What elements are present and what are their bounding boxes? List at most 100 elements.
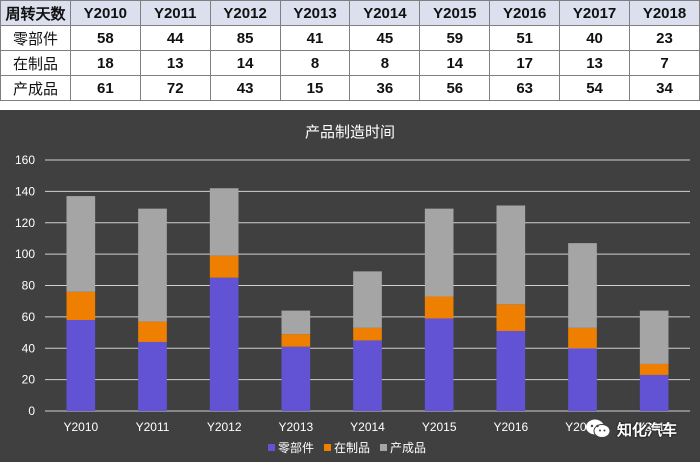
y-tick-label: 140 xyxy=(15,184,35,198)
bar-产成品-Y2010 xyxy=(66,196,96,292)
table-cell: 41 xyxy=(279,25,351,51)
bar-在制品-Y2017 xyxy=(568,327,597,349)
table-row: 在制品 18 13 14 8 8 14 17 13 7 xyxy=(0,50,700,76)
legend-label: 零部件 xyxy=(278,440,314,455)
table-header-row: 周转天数 Y2010 Y2011 Y2012 Y2013 Y2014 Y2015… xyxy=(0,0,700,26)
table-cell: 72 xyxy=(139,75,211,101)
table-row: 产成品 61 72 43 15 36 56 63 54 34 xyxy=(0,75,700,101)
bar-零部件-Y2010 xyxy=(66,320,96,411)
table-header-cell: 周转天数 xyxy=(0,0,71,26)
table-cell: 18 xyxy=(69,50,141,76)
table-cell: 45 xyxy=(349,25,421,51)
table-cell: 56 xyxy=(419,75,491,101)
table-cell: 61 xyxy=(69,75,141,101)
stacked-bar-chart: 产品制造时间 0 20 40 60 80 100 120 140 160 Y2010 Y2011 Y… xyxy=(15,124,690,455)
bar-在制品-Y2018 xyxy=(639,363,669,375)
bar-在制品-Y2015 xyxy=(424,296,454,319)
y-tick-label: 40 xyxy=(22,341,36,355)
x-tick-label: Y2015 xyxy=(422,420,457,434)
x-tick-label: Y2010 xyxy=(63,420,98,434)
table-cell: 14 xyxy=(209,50,281,76)
bar-在制品-Y2010 xyxy=(66,291,96,321)
table-header-cell: Y2016 xyxy=(489,0,561,26)
bar-产成品-Y2014 xyxy=(353,271,382,328)
bar-在制品-Y2011 xyxy=(138,321,167,342)
bar-零部件-Y2017 xyxy=(568,348,597,411)
chart-title: 产品制造时间 xyxy=(305,124,395,141)
bar-零部件-Y2012 xyxy=(209,277,239,411)
bar-产成品-Y2011 xyxy=(138,208,167,322)
table-cell: 58 xyxy=(69,25,141,51)
legend-swatch xyxy=(324,444,331,451)
y-axis: 0 20 40 60 80 100 120 140 160 xyxy=(15,153,35,418)
table-header-cell: Y2012 xyxy=(209,0,281,26)
table-cell: 15 xyxy=(279,75,351,101)
bar-产成品-Y2015 xyxy=(424,208,454,297)
table-cell: 7 xyxy=(629,50,700,76)
table-cell: 23 xyxy=(629,25,700,51)
legend-label: 在制品 xyxy=(334,441,370,455)
bar-在制品-Y2013 xyxy=(281,334,311,347)
table-cell: 34 xyxy=(629,75,700,101)
table-header-cell: Y2014 xyxy=(349,0,421,26)
table-cell: 8 xyxy=(279,50,351,76)
table-cell: 40 xyxy=(559,25,631,51)
y-tick-label: 20 xyxy=(22,373,36,387)
table-cell: 51 xyxy=(489,25,561,51)
table-header-cell: Y2018 xyxy=(629,0,700,26)
table-row-label: 产成品 xyxy=(0,75,71,101)
chart-area: 产品制造时间 0 20 40 60 80 100 120 140 160 Y2010 Y2011 Y… xyxy=(0,110,700,462)
table-cell: 36 xyxy=(349,75,421,101)
bar-零部件-Y2018 xyxy=(639,374,669,411)
table-row-label: 零部件 xyxy=(0,25,71,51)
table-cell: 8 xyxy=(349,50,421,76)
table-cell: 43 xyxy=(209,75,281,101)
legend-label: 产成品 xyxy=(390,441,426,455)
table-header-cell: Y2013 xyxy=(279,0,351,26)
bar-零部件-Y2011 xyxy=(138,341,167,411)
table-cell: 13 xyxy=(139,50,211,76)
y-tick-label: 100 xyxy=(15,247,35,261)
x-tick-label: Y2014 xyxy=(350,420,385,434)
y-tick-label: 160 xyxy=(15,153,35,167)
table-cell: 63 xyxy=(489,75,561,101)
table-cell: 59 xyxy=(419,25,491,51)
legend-swatch xyxy=(380,444,387,451)
x-tick-label: Y2013 xyxy=(278,420,313,434)
x-axis: Y2010 Y2011 Y2012 Y2013 Y2014 Y2015 Y2016 Y2017… xyxy=(63,420,671,434)
table-row: 零部件 58 44 85 41 45 59 51 40 23 xyxy=(0,25,700,51)
x-tick-label: Y2011 xyxy=(136,420,170,434)
table-header-cell: Y2015 xyxy=(419,0,491,26)
watermark-text: 知化汽车 xyxy=(617,421,678,439)
table-header-cell: Y2010 xyxy=(69,0,141,26)
bar-零部件-Y2013 xyxy=(281,346,311,411)
table-cell: 17 xyxy=(489,50,561,76)
table-cell: 13 xyxy=(559,50,631,76)
wechat-icon xyxy=(586,419,611,438)
table-header-cell: Y2017 xyxy=(559,0,631,26)
watermark: 知化汽车 xyxy=(585,415,695,443)
bar-产成品-Y2013 xyxy=(281,310,311,335)
bar-产成品-Y2017 xyxy=(568,243,597,328)
y-tick-label: 60 xyxy=(22,310,36,324)
table-cell: 14 xyxy=(419,50,491,76)
y-tick-label: 80 xyxy=(22,279,36,293)
bar-在制品-Y2016 xyxy=(496,304,526,331)
bar-零部件-Y2016 xyxy=(496,330,526,411)
y-tick-label: 120 xyxy=(15,216,35,230)
y-tick-label: 0 xyxy=(28,404,35,418)
legend: 零部件 在制品 产成品 xyxy=(268,440,426,455)
bar-在制品-Y2014 xyxy=(353,327,382,341)
table-cell: 44 xyxy=(139,25,211,51)
bars-layer xyxy=(66,188,669,411)
bar-产成品-Y2016 xyxy=(496,205,526,305)
x-tick-label: Y2016 xyxy=(493,420,528,434)
x-tick-label: Y2018 xyxy=(637,420,672,434)
table-cell: 54 xyxy=(559,75,631,101)
bar-零部件-Y2015 xyxy=(424,318,454,411)
table-row-label: 在制品 xyxy=(0,50,71,76)
table-header-cell: Y2011 xyxy=(139,0,211,26)
x-tick-label: Y2012 xyxy=(207,420,242,434)
data-table: 周转天数 Y2010 Y2011 Y2012 Y2013 Y2014 Y2015… xyxy=(0,0,700,101)
bar-产成品-Y2018 xyxy=(639,310,669,364)
